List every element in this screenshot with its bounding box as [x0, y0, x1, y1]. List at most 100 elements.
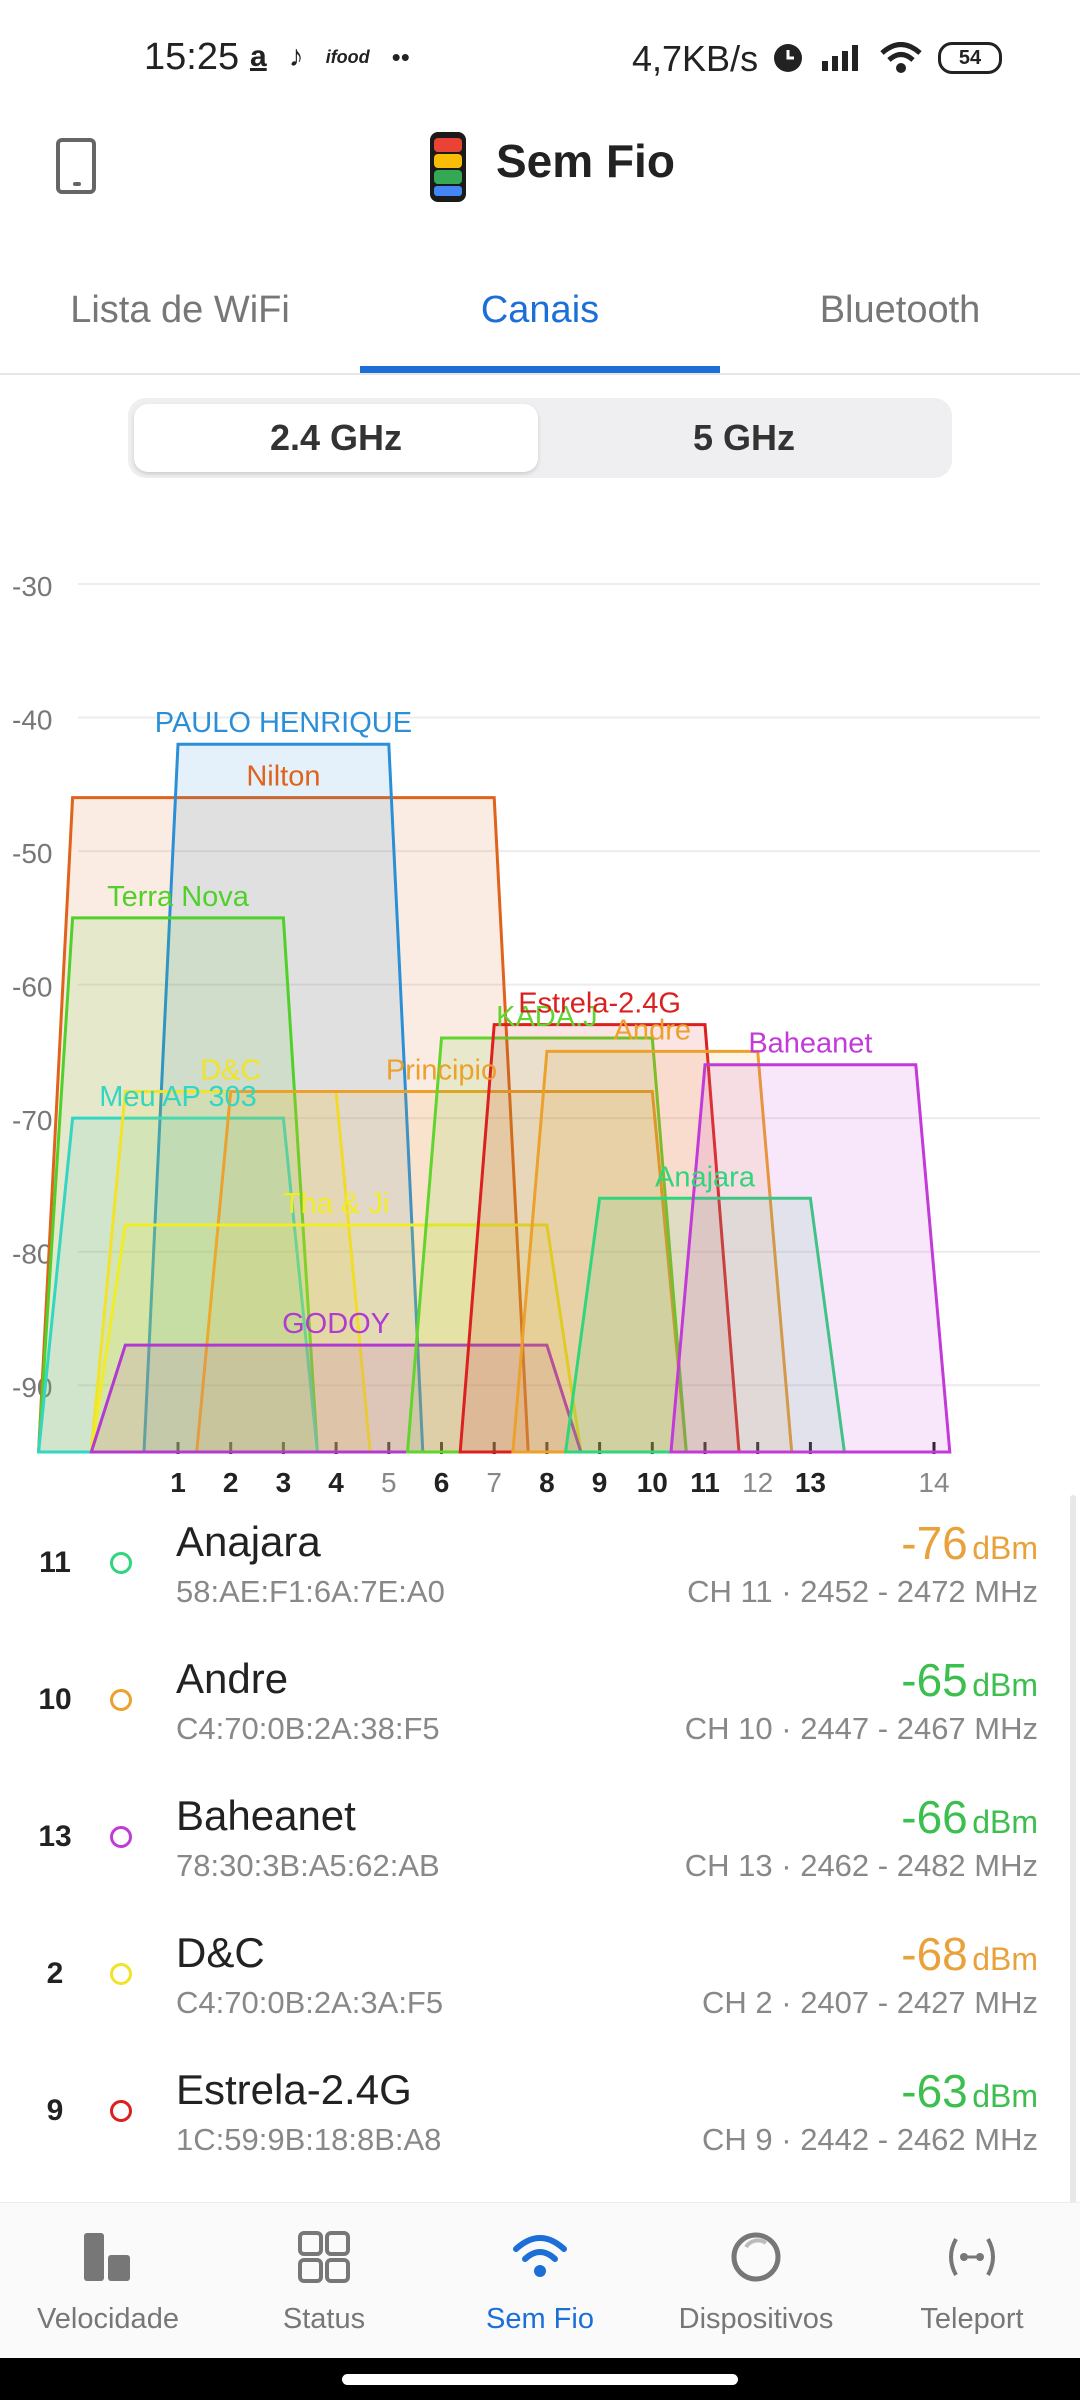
- grid-icon: [298, 2231, 350, 2283]
- wifi-status-icon: [880, 42, 922, 73]
- gesture-bar: [0, 2358, 1080, 2400]
- band-5ghz-button[interactable]: 5 GHz: [692, 417, 796, 458]
- network-name: D&C: [176, 1929, 265, 1976]
- network-color-dot: [110, 1689, 132, 1711]
- network-label: Anajara: [655, 1161, 756, 1193]
- network-color-dot: [110, 1552, 132, 1574]
- network-info: CH 11 · 2452 - 2472 MHz: [687, 1574, 1038, 1609]
- signal-icon: [822, 45, 858, 71]
- network-label: Tha & Ji: [283, 1188, 389, 1220]
- network-signal: -68 dBm: [901, 1927, 1038, 1981]
- signal-unit: dBm: [972, 1941, 1038, 1977]
- nav-devices[interactable]: Dispositivos: [648, 2203, 864, 2359]
- status-time: 15:25: [144, 36, 240, 78]
- network-color-dot: [110, 2100, 132, 2122]
- network-label: Estrela-2.4G: [518, 988, 681, 1020]
- network-label: Baheanet: [748, 1028, 872, 1060]
- phone-icon[interactable]: [56, 138, 96, 194]
- network-signal: -65 dBm: [901, 1653, 1038, 1707]
- x-tick-label: 11: [690, 1467, 720, 1498]
- network-color-dot: [110, 1963, 132, 1985]
- net-speed: 4,7KB/s: [632, 38, 759, 79]
- signal-unit: dBm: [972, 2078, 1038, 2114]
- network-channel: 9: [46, 2094, 64, 2127]
- network-channel-area: [669, 1063, 952, 1454]
- network-label: Nilton: [246, 761, 320, 793]
- channel-chart: -30 -40 -50 -60 -70 -80 -90 1 2 3 4 5 6 7 8 9 10 11 12 13 14…: [0, 520, 1080, 1500]
- app-logo-icon: [430, 132, 466, 202]
- nav-label: Status: [282, 2303, 366, 2335]
- network-channel: 13: [38, 1820, 72, 1853]
- network-signal: -76 dBm: [901, 1516, 1038, 1570]
- network-mac: C4:70:0B:2A:38:F5: [176, 1711, 440, 1746]
- y-tick-label: -30: [12, 571, 52, 602]
- tab-bluetooth[interactable]: Bluetooth: [819, 289, 981, 331]
- network-label: Terra Nova: [107, 881, 250, 913]
- network-mac: C4:70:0B:2A:3A:F5: [176, 1985, 444, 2020]
- list-scrollbar[interactable]: [1070, 1495, 1076, 2205]
- list-item[interactable]: 9 Estrela-2.4G 1C:59:9B:18:8B:A8 -63 dBm…: [0, 2048, 1080, 2185]
- nav-label: Dispositivos: [678, 2303, 834, 2335]
- nav-status[interactable]: Status: [216, 2203, 432, 2359]
- x-tick-label: 7: [486, 1467, 502, 1498]
- x-tick-label: 1: [170, 1467, 186, 1498]
- battery-icon: 54: [938, 42, 1002, 74]
- x-tick-label: 8: [539, 1467, 555, 1498]
- more-dots-icon: ••: [391, 41, 410, 72]
- x-tick-label: 10: [637, 1467, 668, 1498]
- band-24ghz-button[interactable]: 2.4 GHz: [134, 404, 538, 472]
- bottom-nav: Velocidade Status Sem Fio Dispositivos: [0, 2202, 1080, 2358]
- x-tick-label: 5: [381, 1467, 397, 1498]
- page-title: Sem Fio: [496, 135, 675, 187]
- network-name: Baheanet: [176, 1792, 356, 1839]
- network-label: D&C: [200, 1054, 261, 1086]
- x-tick-label: 12: [742, 1467, 773, 1498]
- network-signal: -66 dBm: [901, 1790, 1038, 1844]
- amazon-icon: a: [250, 40, 267, 73]
- y-tick-label: -60: [12, 972, 52, 1003]
- signal-value: -76: [901, 1517, 968, 1569]
- network-mac: 78:30:3B:A5:62:AB: [176, 1848, 440, 1883]
- network-info: CH 9 · 2442 - 2462 MHz: [702, 2122, 1038, 2157]
- tiktok-icon: ♪: [288, 40, 304, 73]
- y-tick-label: -70: [12, 1105, 52, 1136]
- network-mac: 58:AE:F1:6A:7E:A0: [176, 1574, 445, 1609]
- signal-unit: dBm: [972, 1530, 1038, 1566]
- nav-speed[interactable]: Velocidade: [0, 2203, 216, 2359]
- network-label: Andre: [614, 1014, 691, 1046]
- list-item[interactable]: 10 Andre C4:70:0B:2A:38:F5 -65 dBm CH 10…: [0, 1637, 1080, 1774]
- network-name: Andre: [176, 1655, 289, 1702]
- network-name: Anajara: [176, 1518, 321, 1565]
- y-tick-label: -80: [12, 1239, 52, 1270]
- list-item[interactable]: 11 Anajara 58:AE:F1:6A:7E:A0 -76 dBm CH …: [0, 1500, 1080, 1637]
- x-tick-label: 3: [276, 1467, 292, 1498]
- network-mac: 1C:59:9B:18:8B:A8: [176, 2122, 442, 2157]
- network-channel: 10: [38, 1683, 72, 1716]
- signal-value: -68: [901, 1928, 968, 1980]
- nav-label: Sem Fio: [486, 2303, 594, 2335]
- network-channel: 11: [39, 1546, 71, 1579]
- y-tick-label: -50: [12, 838, 52, 869]
- tab-wifi-list[interactable]: Lista de WiFi: [70, 289, 290, 331]
- network-info: CH 13 · 2462 - 2482 MHz: [684, 1848, 1038, 1883]
- nav-teleport[interactable]: Teleport: [864, 2203, 1080, 2359]
- x-tick-label: 9: [592, 1467, 608, 1498]
- signal-value: -66: [901, 1791, 968, 1843]
- tab-channels[interactable]: Canais: [480, 289, 600, 331]
- system-icons: 54: [772, 42, 1002, 74]
- network-label: Principio: [386, 1054, 497, 1086]
- nav-wireless[interactable]: Sem Fio: [432, 2203, 648, 2359]
- network-signal: -63 dBm: [901, 2064, 1038, 2118]
- wifi-icon: [513, 2235, 567, 2277]
- top-tabs: Lista de WiFi Canais Bluetooth: [0, 270, 1080, 375]
- teleport-icon: [949, 2238, 995, 2276]
- signal-value: -63: [901, 2065, 968, 2117]
- y-tick-label: -40: [12, 705, 52, 736]
- ifood-icon: ifood: [325, 46, 370, 67]
- list-item[interactable]: 13 Baheanet 78:30:3B:A5:62:AB -66 dBm CH…: [0, 1774, 1080, 1911]
- notification-icons: a ♪ ifood ••: [250, 40, 410, 74]
- nav-label: Velocidade: [37, 2303, 179, 2335]
- list-item[interactable]: 2 D&C C4:70:0B:2A:3A:F5 -68 dBm CH 2 · 2…: [0, 1911, 1080, 2048]
- home-indicator[interactable]: [342, 2374, 738, 2385]
- x-tick-label: 14: [918, 1467, 949, 1498]
